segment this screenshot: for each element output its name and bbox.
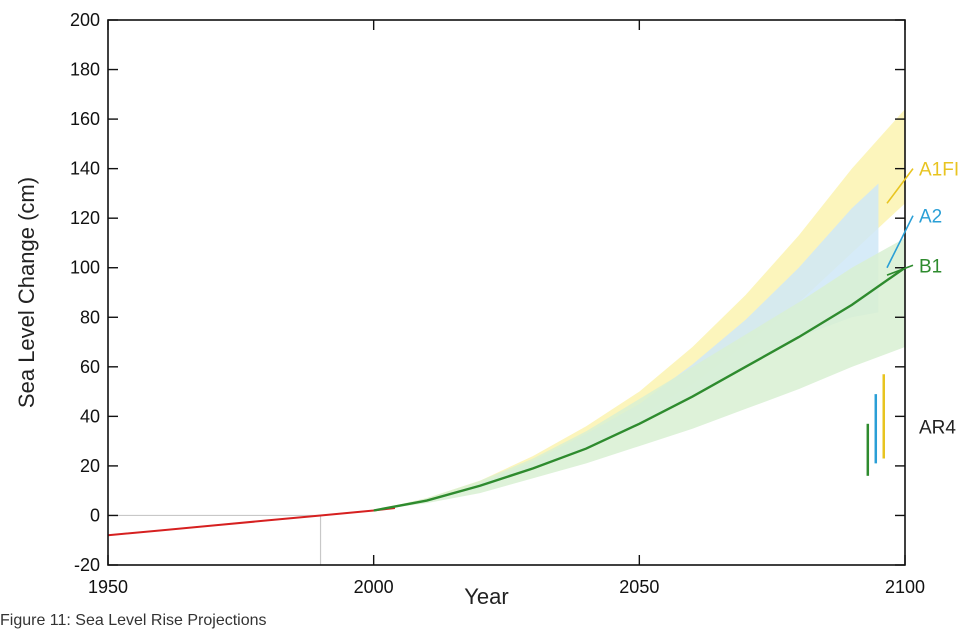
label-leader-b1 (886, 264, 914, 276)
y-tick-label: 160 (70, 109, 100, 129)
plot-frame (107, 19, 906, 566)
figure-caption: Figure 11: Sea Level Rise Projections (0, 612, 267, 629)
observed-line (107, 507, 396, 537)
x-tick-label: 2000 (354, 577, 394, 597)
label-leader-a2 (886, 215, 914, 269)
y-tick-label: 120 (70, 208, 100, 228)
ar4-ranges (866, 374, 885, 476)
label-leader-a1fi (886, 168, 914, 204)
x-tick-label: 2050 (619, 577, 659, 597)
series-label-b1: B1 (919, 256, 942, 277)
uncertainty-bands (373, 109, 906, 511)
y-tick-label: -20 (74, 555, 100, 575)
y-tick-label: 100 (70, 258, 100, 278)
y-tick-label: 140 (70, 159, 100, 179)
y-axis-title: Sea Level Change (cm) (14, 177, 39, 408)
series-label-a1fi: A1FI (919, 160, 959, 181)
series-lines (107, 266, 906, 565)
y-tick-label: 20 (80, 456, 100, 476)
sea-level-chart: -20 0 20 40 60 80 100 120 140 160 180 200 1950 2000 20… (14, 10, 959, 609)
series-label-ar4: AR4 (919, 417, 956, 438)
y-tick-label: 180 (70, 60, 100, 80)
band-b1 (373, 238, 906, 511)
x-tick-label: 1950 (88, 577, 128, 597)
y-tick-label: 200 (70, 10, 100, 30)
y-tick-label: 80 (80, 307, 100, 327)
series-label-a2: A2 (919, 207, 942, 228)
y-tick-label: 0 (90, 505, 100, 525)
y-tick-label: 60 (80, 357, 100, 377)
axis-ticks: -20 0 20 40 60 80 100 120 140 160 180 200 1950 2000 20… (70, 10, 925, 597)
series-labels: A1FI A2 B1 AR4 (886, 160, 959, 438)
central-projection-line (373, 266, 906, 512)
y-tick-label: 40 (80, 406, 100, 426)
x-axis-title: Year (464, 584, 508, 609)
x-tick-label: 2100 (885, 577, 925, 597)
